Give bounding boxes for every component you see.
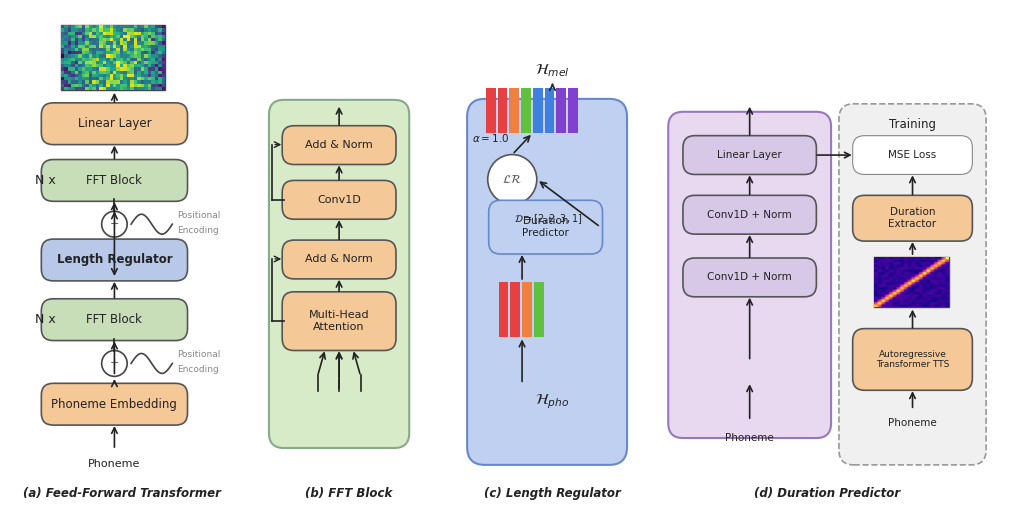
Text: $\mathcal{LR}$: $\mathcal{LR}$ bbox=[502, 173, 522, 186]
Text: Add & Norm: Add & Norm bbox=[305, 140, 373, 150]
Bar bbox=[533, 88, 543, 133]
Text: Phoneme Embedding: Phoneme Embedding bbox=[52, 398, 177, 410]
Text: FFT Block: FFT Block bbox=[86, 313, 143, 326]
Text: $\mathcal{H}_{mel}$: $\mathcal{H}_{mel}$ bbox=[535, 63, 570, 80]
FancyBboxPatch shape bbox=[853, 135, 972, 174]
FancyBboxPatch shape bbox=[283, 180, 396, 219]
Text: $\mathcal{H}_{pho}$: $\mathcal{H}_{pho}$ bbox=[535, 392, 569, 410]
Bar bbox=[568, 88, 578, 133]
Text: Autoregressive
Transformer TTS: Autoregressive Transformer TTS bbox=[876, 350, 949, 369]
Text: (a) Feed-Forward Transformer: (a) Feed-Forward Transformer bbox=[23, 487, 221, 500]
Text: Add & Norm: Add & Norm bbox=[305, 254, 373, 265]
FancyBboxPatch shape bbox=[42, 160, 187, 201]
Text: Conv1D + Norm: Conv1D + Norm bbox=[707, 210, 792, 220]
FancyBboxPatch shape bbox=[683, 195, 816, 234]
Text: Training: Training bbox=[889, 118, 936, 131]
FancyBboxPatch shape bbox=[853, 195, 972, 241]
FancyBboxPatch shape bbox=[283, 126, 396, 164]
Text: Encoding: Encoding bbox=[177, 365, 219, 374]
Text: $\alpha = 1.0$: $\alpha = 1.0$ bbox=[472, 132, 510, 144]
Text: MSE Loss: MSE Loss bbox=[888, 150, 937, 160]
FancyBboxPatch shape bbox=[839, 104, 986, 465]
Bar bbox=[522, 282, 532, 337]
Text: Length Regulator: Length Regulator bbox=[57, 253, 172, 266]
Text: $\mathcal{D}=[2,2,3,1]$: $\mathcal{D}=[2,2,3,1]$ bbox=[515, 212, 582, 226]
Bar bbox=[498, 282, 509, 337]
Text: Conv1D + Norm: Conv1D + Norm bbox=[707, 272, 792, 282]
Bar bbox=[510, 88, 519, 133]
FancyBboxPatch shape bbox=[853, 329, 972, 390]
Text: N x: N x bbox=[35, 313, 56, 326]
FancyBboxPatch shape bbox=[683, 135, 816, 174]
Text: (b) FFT Block: (b) FFT Block bbox=[305, 487, 393, 500]
FancyBboxPatch shape bbox=[467, 99, 627, 465]
Text: Duration
Extractor: Duration Extractor bbox=[888, 207, 937, 229]
Bar bbox=[497, 88, 508, 133]
Text: Positional: Positional bbox=[177, 350, 221, 359]
Bar bbox=[874, 257, 949, 307]
Bar bbox=[486, 88, 495, 133]
Text: N x: N x bbox=[35, 174, 56, 187]
Text: Phoneme: Phoneme bbox=[725, 433, 774, 443]
Text: Linear Layer: Linear Layer bbox=[78, 117, 151, 130]
Text: Linear Layer: Linear Layer bbox=[717, 150, 782, 160]
Text: FFT Block: FFT Block bbox=[86, 174, 143, 187]
Bar bbox=[511, 282, 520, 337]
FancyBboxPatch shape bbox=[683, 258, 816, 297]
Text: Phoneme: Phoneme bbox=[888, 418, 937, 428]
Text: Positional: Positional bbox=[177, 211, 221, 220]
FancyBboxPatch shape bbox=[283, 292, 396, 351]
Text: Duration
Predictor: Duration Predictor bbox=[522, 217, 569, 238]
FancyBboxPatch shape bbox=[42, 299, 187, 341]
Text: (d) Duration Predictor: (d) Duration Predictor bbox=[754, 487, 901, 500]
FancyBboxPatch shape bbox=[283, 240, 396, 279]
Bar bbox=[61, 25, 165, 90]
Text: Multi-Head
Attention: Multi-Head Attention bbox=[309, 310, 370, 332]
FancyBboxPatch shape bbox=[669, 112, 831, 438]
Text: Conv1D: Conv1D bbox=[317, 195, 361, 205]
Bar bbox=[534, 282, 544, 337]
Text: (c) Length Regulator: (c) Length Regulator bbox=[484, 487, 621, 500]
Bar bbox=[521, 88, 531, 133]
Text: +: + bbox=[109, 219, 120, 229]
FancyBboxPatch shape bbox=[268, 100, 409, 448]
Text: Phoneme: Phoneme bbox=[88, 459, 141, 469]
Circle shape bbox=[487, 155, 537, 204]
FancyBboxPatch shape bbox=[488, 200, 603, 254]
Bar bbox=[556, 88, 566, 133]
FancyBboxPatch shape bbox=[42, 239, 187, 281]
FancyBboxPatch shape bbox=[42, 383, 187, 425]
FancyBboxPatch shape bbox=[42, 103, 187, 145]
Bar bbox=[545, 88, 554, 133]
Text: Encoding: Encoding bbox=[177, 225, 219, 235]
Text: +: + bbox=[109, 358, 120, 369]
